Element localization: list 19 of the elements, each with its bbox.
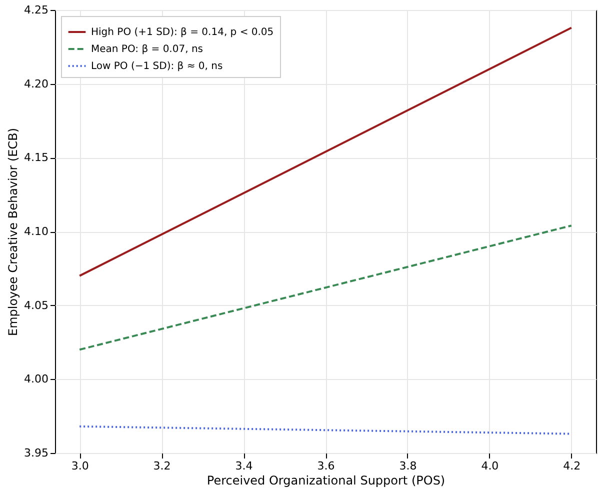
y-tick-label: 4.25: [24, 4, 48, 16]
y-tick-label: 4.00: [24, 372, 48, 386]
legend-label: Low PO (−1 SD): β ≈ 0, ns: [91, 61, 223, 72]
x-tick-label: 3.4: [235, 460, 253, 472]
x-tick-label: 4.2: [563, 460, 581, 472]
legend-label: High PO (+1 SD): β = 0.14, p < 0.05: [91, 27, 274, 38]
x-tick-label: 4.0: [481, 460, 499, 472]
y-tick-label: 4.20: [24, 77, 48, 90]
y-tick-label: 4.15: [24, 151, 48, 164]
x-axis-title: Perceived Organizational Support (POS): [206, 474, 446, 488]
legend-label: Mean PO: β = 0.07, ns: [91, 44, 203, 55]
y-tick-label: 3.95: [24, 446, 48, 460]
x-tick-label: 3.8: [399, 460, 417, 472]
x-tick-label: 3.2: [153, 460, 171, 472]
x-tick-label: 3.6: [317, 460, 335, 472]
y-axis-title: Employee Creative Behavior (ECB): [6, 128, 20, 336]
y-tick-label: 4.10: [24, 225, 48, 238]
x-tick-label: 3.0: [71, 460, 89, 472]
y-tick-label: 4.05: [24, 298, 48, 312]
